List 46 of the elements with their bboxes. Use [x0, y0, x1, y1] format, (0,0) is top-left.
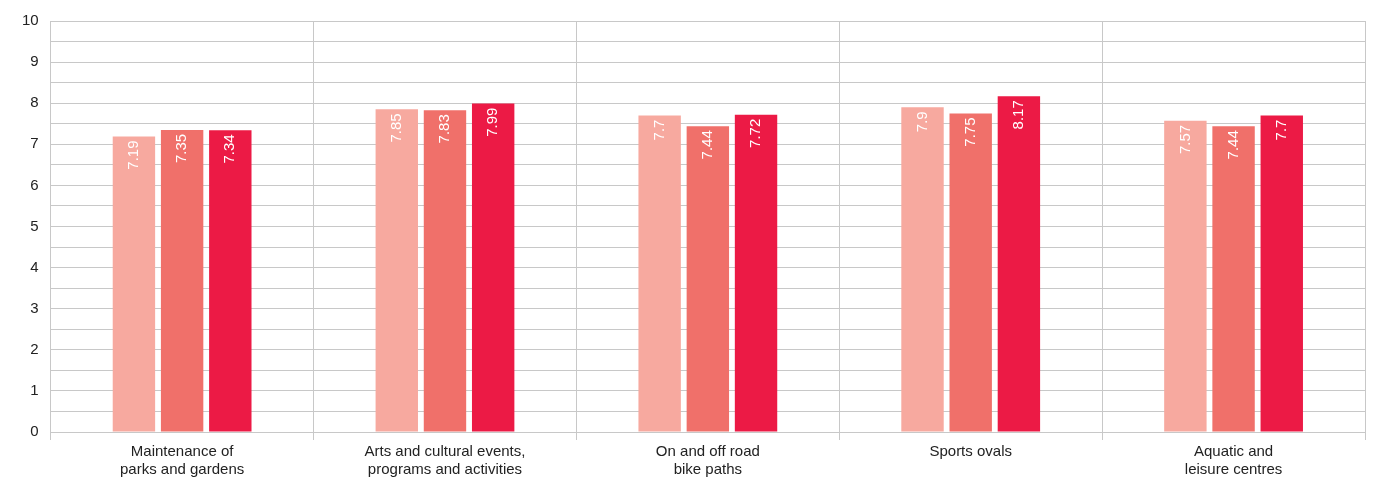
data-label: 7.85	[386, 113, 404, 143]
data-label: 7.34	[220, 134, 238, 164]
data-label: 7.7	[649, 119, 667, 141]
y-tick-label: 4	[30, 257, 39, 275]
y-tick-label: 10	[22, 11, 39, 29]
bar	[423, 110, 467, 432]
bar	[209, 130, 252, 432]
y-tick-label: 6	[30, 175, 39, 193]
y-tick-label: 7	[30, 134, 39, 152]
data-label: 7.75	[960, 117, 978, 147]
data-label: 7.44	[1223, 130, 1241, 160]
data-label: 8.17	[1009, 100, 1027, 130]
y-tick-label: 9	[30, 52, 39, 70]
bar	[1260, 115, 1303, 432]
y-tick-label: 5	[30, 216, 39, 234]
y-tick-label: 8	[30, 93, 39, 111]
data-label: 7.7	[1271, 119, 1289, 141]
bar	[949, 113, 992, 432]
x-tick-label: Sports ovals	[929, 442, 1012, 460]
bar	[375, 109, 418, 432]
bar	[686, 126, 730, 432]
bar	[901, 107, 944, 432]
bar	[997, 96, 1041, 432]
bar	[638, 115, 681, 432]
data-label: 7.44	[697, 130, 715, 160]
bar	[1212, 126, 1255, 432]
data-label: 7.72	[746, 118, 764, 148]
y-tick-label: 3	[30, 298, 39, 316]
x-tick-label: Aquatic and leisure centres	[1184, 442, 1283, 478]
bar	[734, 114, 778, 432]
x-tick-label: Maintenance of parks and gardens	[119, 442, 245, 478]
bar	[112, 136, 156, 432]
y-tick-label: 0	[30, 422, 39, 440]
data-label: 7.19	[124, 140, 142, 170]
data-label: 7.35	[172, 133, 190, 164]
y-tick-label: 2	[30, 339, 39, 357]
x-tick-label: On and off road bike paths	[655, 442, 760, 478]
x-tick-label: Arts and cultural events, programs and activities	[364, 442, 526, 478]
bar	[1164, 120, 1207, 432]
data-label: 7.99	[483, 107, 501, 137]
y-tick-label: 1	[30, 381, 39, 399]
bar	[160, 129, 204, 432]
data-label: 7.57	[1175, 124, 1193, 155]
bar	[471, 103, 515, 432]
data-label: 7.9	[912, 111, 930, 133]
data-label: 7.83	[435, 114, 453, 144]
